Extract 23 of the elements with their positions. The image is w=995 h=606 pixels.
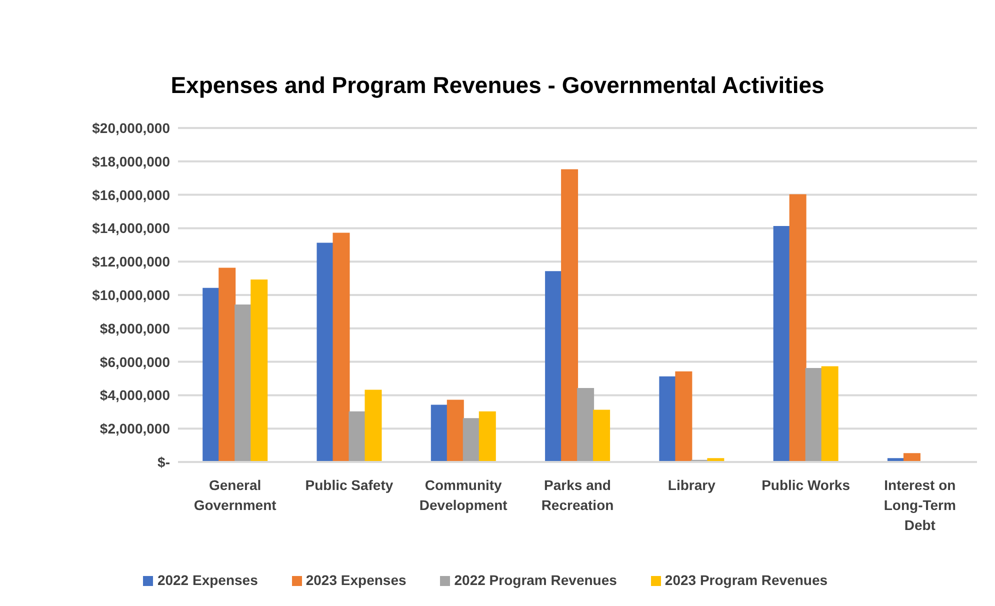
- legend-label: 2023 Expenses: [306, 572, 406, 588]
- x-tick-label: Library: [668, 477, 716, 493]
- legend-label: 2022 Program Revenues: [454, 572, 617, 588]
- y-tick-label: $12,000,000: [92, 254, 170, 270]
- legend-label: 2022 Expenses: [157, 572, 258, 588]
- y-tick-label: $20,000,000: [92, 120, 170, 136]
- y-tick-label: $4,000,000: [100, 387, 170, 404]
- x-tick-label: Community Development: [419, 477, 508, 513]
- x-tick-label: General Government: [194, 477, 277, 513]
- x-tick-label: Public Works: [762, 477, 850, 493]
- y-tick-label: $2,000,000: [100, 420, 170, 437]
- y-tick-label: $10,000,000: [92, 286, 170, 303]
- x-tick-label: Parks and Recreation: [541, 477, 614, 513]
- x-tick-label: Public Safety: [305, 477, 394, 493]
- chart-title: Expenses and Program Revenues - Governmental Activities: [170, 71, 826, 100]
- legend-label: 2023 Program Revenues: [664, 572, 828, 588]
- y-tick-label: $16,000,000: [92, 186, 170, 203]
- y-tick-label: $14,000,000: [92, 220, 170, 236]
- y-tick-label: $6,000,000: [100, 354, 170, 370]
- y-tick-label: $18,000,000: [92, 153, 170, 170]
- x-tick-label: Interest on Long-Term Debt: [884, 477, 956, 533]
- y-tick-label: $8,000,000: [100, 320, 170, 336]
- y-tick-label: $-: [158, 454, 170, 470]
